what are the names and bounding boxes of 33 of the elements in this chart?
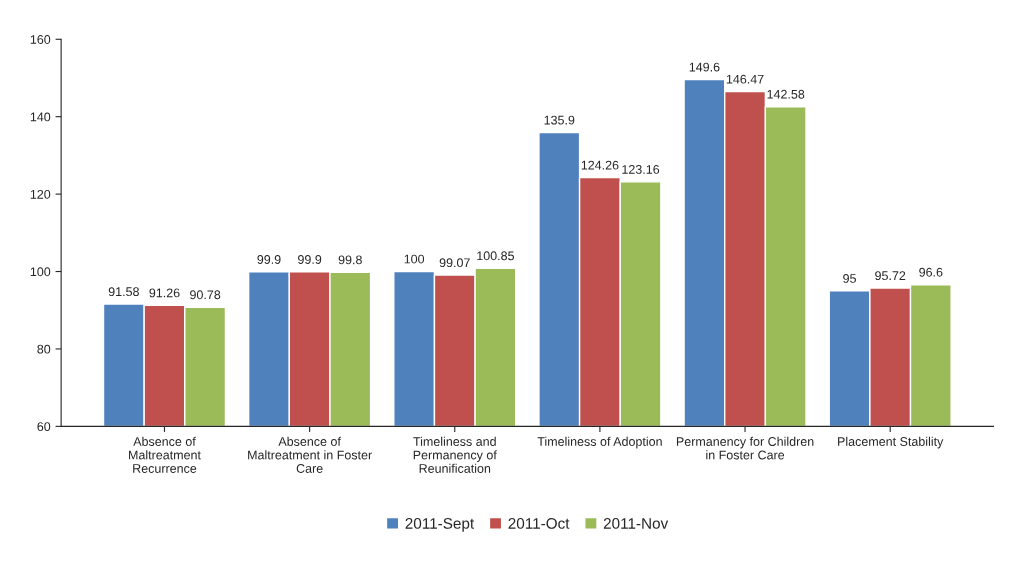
x-tick-label: Absence of Maltreatment Recurrence (129, 436, 201, 473)
data-label: 123.16 (622, 165, 660, 174)
x-tick-label: Absence of Maltreatment in Foster Care (248, 436, 372, 473)
data-label: 95.72 (875, 271, 906, 281)
x-tick-label: Permanency for Children in Foster Care (676, 436, 814, 460)
x-tick-label: Timeliness and Permanency of Reunification (413, 436, 497, 473)
data-label: 99.9 (298, 255, 322, 264)
y-tick-label: 120 (30, 189, 51, 199)
x-tick-label: Placement Stability (838, 436, 944, 449)
y-tick-label: 60 (37, 422, 51, 432)
y-tick-label: 80 (37, 344, 51, 354)
x-tick-label: Timeliness of Adoption (537, 436, 662, 449)
y-tick-label: 100 (30, 267, 51, 277)
data-label: 99.07 (439, 258, 470, 268)
legend-label: 2011-Nov (603, 518, 669, 529)
data-label: 91.26 (149, 288, 180, 298)
legend-label: 2011-Sept (405, 518, 475, 532)
y-tick-label: 160 (30, 35, 51, 44)
data-label: 95 (843, 274, 856, 283)
data-label: 99.8 (338, 255, 362, 265)
data-label: 99.9 (257, 255, 281, 264)
data-label: 91.58 (108, 287, 139, 297)
data-label: 142.58 (767, 89, 805, 99)
legend-label: 2011-Oct (508, 518, 570, 529)
data-label: 90.78 (190, 290, 221, 300)
data-label: 124.26 (581, 160, 619, 170)
y-tick-label: 140 (30, 112, 51, 122)
data-label: 100.85 (477, 251, 514, 261)
data-label: 96.6 (919, 267, 943, 277)
data-label: 100 (404, 254, 425, 264)
data-label: 149.6 (689, 62, 720, 72)
data-label: 135.9 (544, 115, 575, 125)
data-label: 146.47 (726, 74, 764, 84)
